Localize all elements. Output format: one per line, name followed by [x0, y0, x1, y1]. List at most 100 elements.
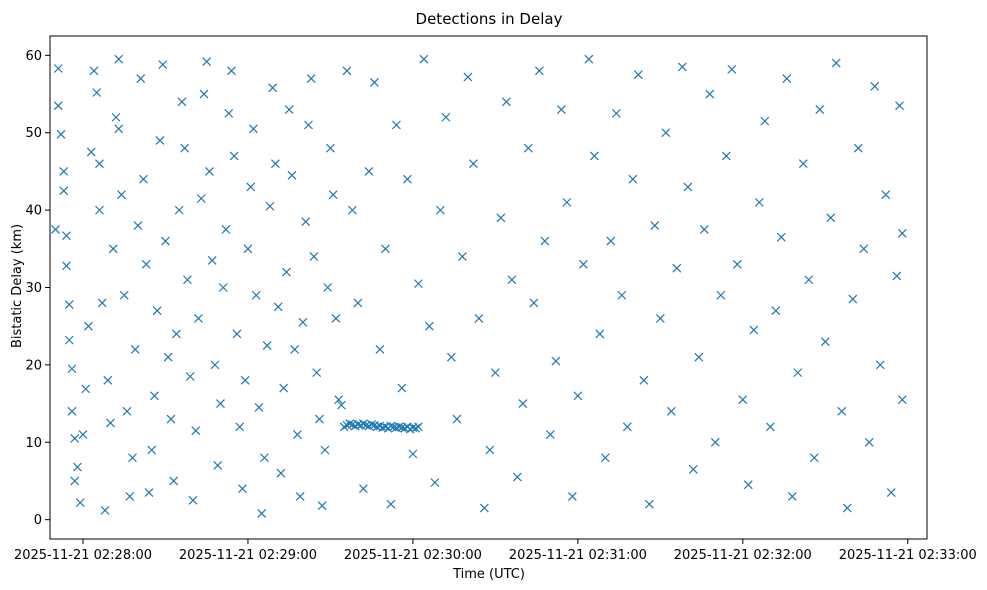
data-point: [317, 501, 327, 511]
data-point: [328, 190, 338, 200]
x-tick-label: 2025-11-21 02:33:00: [839, 548, 977, 563]
data-point: [710, 437, 720, 447]
data-point: [84, 321, 93, 331]
data-point: [870, 81, 880, 91]
data-point: [86, 147, 96, 157]
data-point: [323, 283, 333, 292]
data-point: [897, 395, 907, 405]
data-point: [133, 221, 143, 231]
plot-area: [49, 35, 928, 540]
data-point: [842, 503, 852, 513]
y-tick-label: 30: [25, 281, 42, 296]
data-point: [95, 205, 104, 215]
data-point: [216, 399, 225, 409]
data-point: [402, 174, 412, 184]
data-point: [672, 263, 682, 273]
data-point: [235, 422, 245, 432]
data-point: [864, 437, 874, 447]
data-point: [386, 499, 396, 509]
data-point: [556, 105, 566, 114]
data-point: [358, 419, 368, 429]
data-point: [232, 329, 242, 339]
data-point: [251, 290, 261, 300]
data-point: [229, 151, 239, 161]
x-axis: 2025-11-21 02:28:00 2025-11-21 02:29:00 20…: [14, 539, 977, 563]
data-point: [639, 375, 649, 385]
data-point: [650, 221, 660, 231]
data-point: [485, 445, 495, 455]
data-point: [172, 329, 181, 339]
data-point: [367, 420, 377, 429]
data-point: [358, 484, 368, 494]
x-tick-label: 2025-11-21 02:30:00: [344, 548, 482, 563]
data-point: [293, 430, 302, 439]
data-point: [114, 54, 124, 64]
data-point: [716, 290, 726, 300]
data-point: [721, 151, 731, 161]
data-point: [375, 344, 385, 354]
x-tick-label: 2025-11-21 02:28:00: [14, 548, 152, 563]
data-point: [287, 170, 297, 180]
data-point: [611, 108, 621, 118]
x-tick-label: 2025-11-21 02:32:00: [674, 548, 812, 563]
data-point: [265, 201, 275, 211]
data-point: [152, 306, 162, 316]
data-point: [139, 174, 148, 184]
data-point: [62, 261, 71, 271]
x-axis-label: Time (UTC): [452, 567, 525, 582]
data-point: [413, 422, 423, 432]
data-point: [262, 341, 272, 350]
data-point: [240, 375, 250, 385]
data-point: [67, 406, 77, 416]
data-point: [457, 252, 467, 261]
data-point: [578, 259, 588, 269]
data-point: [534, 66, 544, 76]
data-point: [666, 406, 676, 416]
data-point: [59, 186, 69, 196]
data-point: [408, 449, 418, 459]
data-point: [163, 352, 173, 362]
data-point: [249, 124, 258, 134]
data-point: [765, 422, 775, 432]
data-point: [224, 108, 234, 118]
data-point: [897, 228, 907, 238]
data-point: [848, 294, 858, 304]
data-point: [108, 244, 118, 254]
data-point: [312, 368, 322, 378]
x-tick-label: 2025-11-21 02:31:00: [509, 548, 647, 563]
data-point: [353, 298, 363, 308]
data-point: [892, 271, 902, 281]
data-point: [260, 453, 269, 463]
data-point: [95, 159, 104, 169]
data-point: [683, 182, 693, 192]
data-point: [831, 58, 841, 68]
data-point: [820, 337, 830, 347]
data-point: [732, 259, 742, 269]
data-point: [661, 128, 671, 138]
data-point: [644, 499, 654, 509]
data-point: [339, 422, 349, 432]
data-point: [677, 62, 687, 72]
data-point: [213, 461, 223, 470]
data-point: [78, 430, 88, 439]
data-point: [64, 335, 74, 345]
data-point: [606, 236, 616, 246]
data-point: [111, 112, 121, 122]
data-point: [191, 426, 201, 436]
data-point: [512, 472, 522, 482]
data-point: [67, 364, 77, 374]
data-point: [551, 356, 561, 366]
data-point: [529, 298, 539, 308]
data-point: [273, 302, 283, 312]
data-point: [279, 383, 289, 393]
data-point: [430, 478, 440, 487]
data-point: [325, 143, 335, 153]
data-point: [196, 194, 206, 203]
data-point: [809, 453, 819, 463]
data-point: [507, 275, 517, 285]
data-point: [760, 116, 770, 126]
data-point: [424, 321, 434, 331]
data-point: [776, 232, 786, 242]
data-point: [295, 492, 305, 501]
